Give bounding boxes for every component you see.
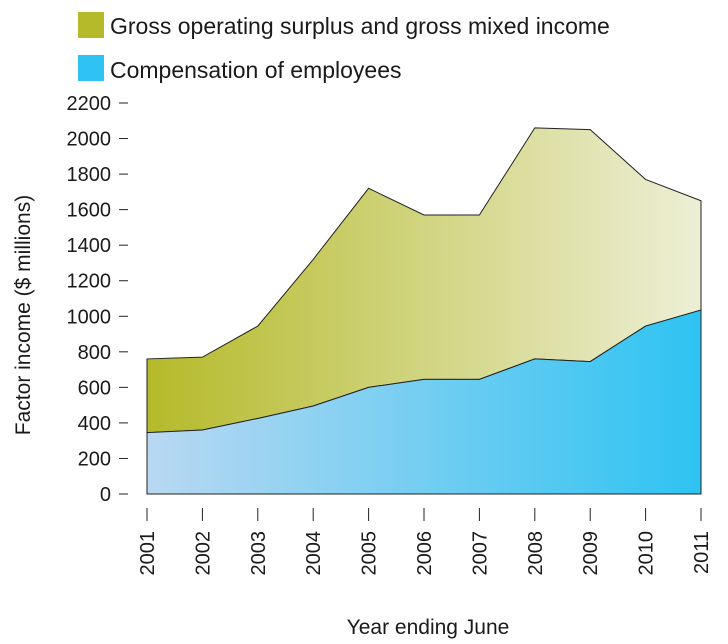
- y-tick-label-400: 400: [78, 413, 111, 435]
- x-tick-label-2005: 2005: [359, 531, 381, 576]
- y-axis: 0 200 400 600 800 1000 1200 1400 1600 1800 2000 220…: [67, 93, 128, 506]
- x-tick-label-2011: 2011: [691, 531, 713, 574]
- legend-swatch-gross-operating-surplus: [78, 12, 104, 38]
- y-axis-label: Factor income ($ millions): [12, 195, 35, 435]
- x-tick-label-2001: 2001: [137, 531, 159, 576]
- legend: Gross operating surplus and gross mixed …: [78, 12, 610, 83]
- y-tick-label-1800: 1800: [67, 164, 112, 186]
- area-layers: [146, 127, 702, 495]
- x-tick-label-2007: 2007: [469, 531, 491, 576]
- y-tick-label-2200: 2200: [67, 93, 112, 115]
- y-tick-label-600: 600: [78, 377, 111, 399]
- legend-label-compensation-of-employees: Compensation of employees: [110, 57, 402, 83]
- x-tick-label-2004: 2004: [303, 531, 325, 576]
- x-axis: 2001 2002 2003 2004 2005 2006 2007 2008 2009 2010…: [137, 508, 713, 576]
- x-axis-label: Year ending June: [347, 616, 510, 639]
- y-tick-label-1600: 1600: [67, 200, 112, 222]
- area-compensation-of-employees: [146, 309, 702, 495]
- legend-label-gross-operating-surplus: Gross operating surplus and gross mixed …: [110, 13, 610, 39]
- legend-swatch-compensation-of-employees: [78, 55, 104, 81]
- x-tick-label-2002: 2002: [192, 531, 214, 576]
- x-tick-label-2010: 2010: [636, 531, 658, 576]
- x-tick-label-2009: 2009: [580, 531, 602, 576]
- y-tick-label-2000: 2000: [67, 129, 112, 151]
- x-tick-label-2006: 2006: [414, 531, 436, 576]
- x-tick-label-2003: 2003: [248, 531, 270, 576]
- y-tick-label-1000: 1000: [67, 306, 112, 328]
- y-tick-label-200: 200: [78, 448, 111, 470]
- y-tick-label-800: 800: [78, 342, 111, 364]
- y-tick-label-0: 0: [100, 484, 111, 506]
- y-tick-label-1200: 1200: [67, 271, 112, 293]
- y-tick-label-1400: 1400: [67, 235, 112, 257]
- x-tick-label-2008: 2008: [525, 531, 547, 576]
